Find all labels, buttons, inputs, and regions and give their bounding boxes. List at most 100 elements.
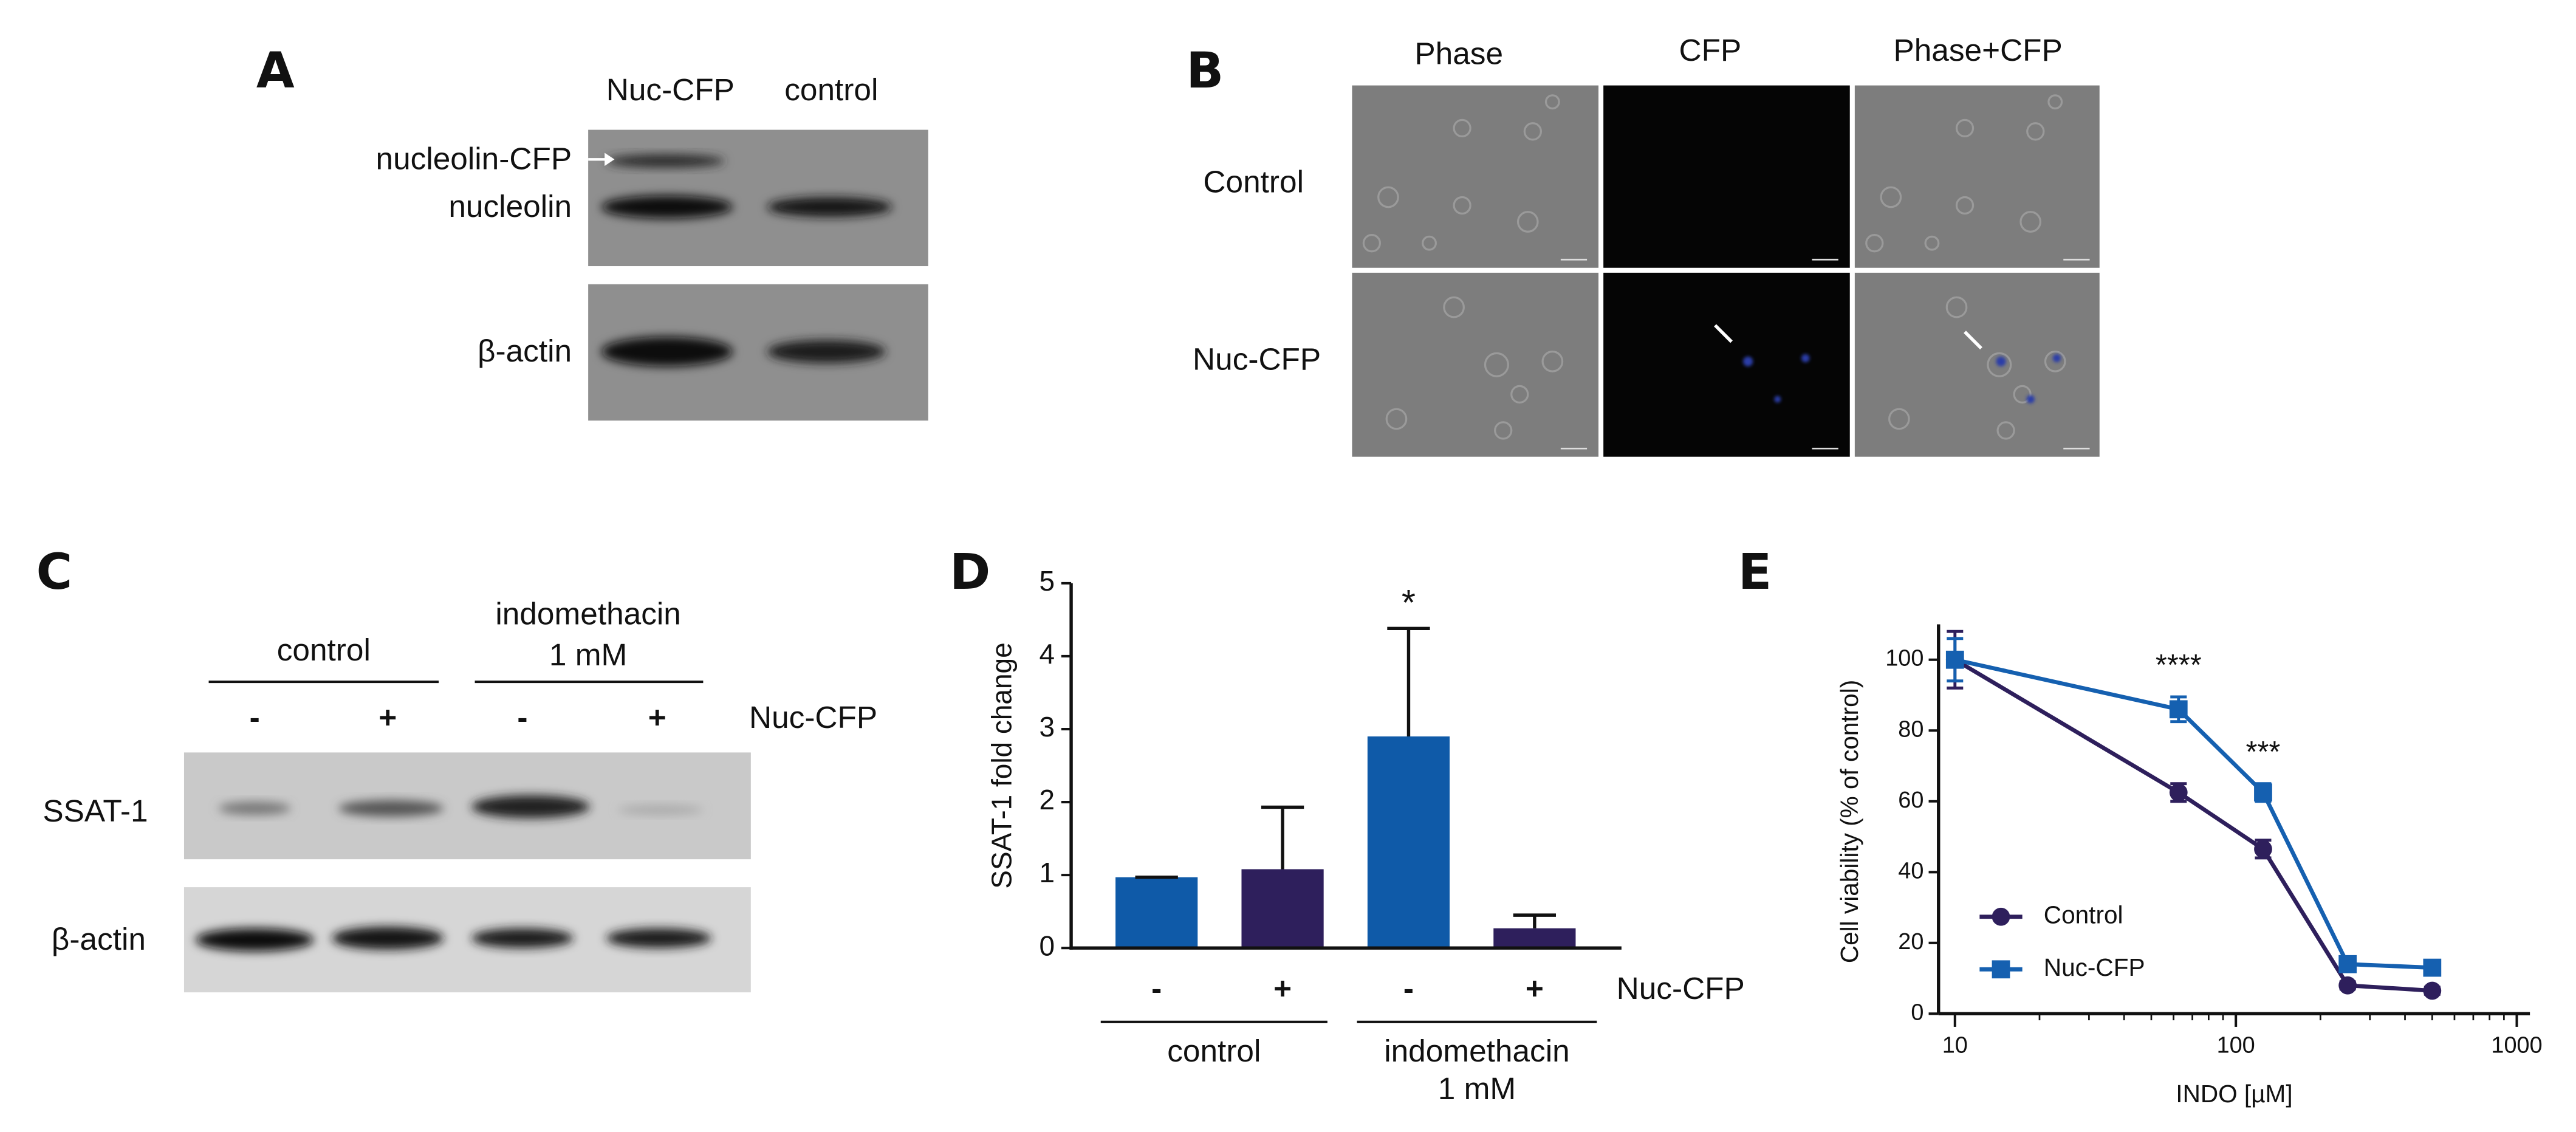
x-tick-label: 10 bbox=[1942, 1032, 1968, 1058]
band-label: nucleolin bbox=[448, 188, 572, 224]
marker bbox=[2169, 783, 2188, 802]
charts: D SSAT-1 fold change 0 1 2 3 4 5 - + * - + Nuc-CFP con… bbox=[950, 544, 2543, 1108]
band bbox=[338, 800, 444, 817]
band bbox=[601, 337, 733, 366]
y-tick-label: 20 bbox=[1898, 929, 1923, 955]
bar bbox=[1115, 877, 1198, 948]
band-label: β-actin bbox=[52, 921, 146, 956]
y-tick-label: 2 bbox=[1039, 784, 1055, 815]
panel-label: E bbox=[1738, 544, 1772, 601]
y-tick-label: 4 bbox=[1039, 638, 1055, 670]
lane-label: + bbox=[648, 699, 666, 735]
band bbox=[617, 804, 704, 815]
panel-c: C control indomethacin 1 mM - + - + Nuc-… bbox=[36, 544, 877, 993]
group-label: control bbox=[277, 632, 371, 667]
y-tick-label: 0 bbox=[1039, 930, 1055, 961]
panel-a: A Nuc-CFP control nucleolin-CFP nucleoli… bbox=[256, 43, 928, 421]
panel-label: C bbox=[36, 544, 73, 601]
column-label: Phase+CFP bbox=[1893, 32, 2062, 67]
group-label: indomethacin bbox=[1384, 1033, 1570, 1068]
group-label: indomethacin bbox=[495, 596, 681, 631]
series-line bbox=[1954, 657, 2433, 993]
y-axis-label: SSAT-1 fold change bbox=[985, 642, 1017, 888]
group-label: 1 mM bbox=[549, 637, 627, 672]
marker bbox=[2169, 700, 2188, 719]
band bbox=[767, 197, 892, 217]
y-tick-label: 1 bbox=[1039, 857, 1055, 888]
panel-b: B Phase CFP Phase+CFP Control Nuc-CFP bbox=[1186, 32, 2100, 457]
band bbox=[332, 927, 444, 950]
band bbox=[218, 801, 291, 815]
legend-label: Nuc-CFP bbox=[2044, 953, 2145, 981]
legend-marker bbox=[1992, 960, 2010, 979]
significance: *** bbox=[2246, 736, 2281, 769]
x-tick-label: + bbox=[1273, 970, 1292, 1006]
y-axis-label: Cell viability (% of control) bbox=[1835, 680, 1863, 963]
bar bbox=[1367, 736, 1450, 948]
legend-label: Control bbox=[2044, 901, 2123, 929]
row-label: Control bbox=[1203, 163, 1304, 199]
micrograph bbox=[1854, 272, 2100, 457]
band bbox=[767, 340, 886, 363]
band bbox=[606, 154, 725, 168]
x-tick-label: + bbox=[1526, 970, 1544, 1006]
lane-label: control bbox=[784, 72, 878, 107]
x-axis-label: INDO [µM] bbox=[2176, 1080, 2292, 1108]
y-tick-label: 60 bbox=[1898, 787, 1923, 813]
y-tick-label: 40 bbox=[1898, 858, 1923, 883]
row-label: Nuc-CFP bbox=[1193, 341, 1321, 376]
series-line bbox=[1954, 657, 2433, 970]
legend-entry: Nuc-CFP bbox=[1979, 953, 2145, 981]
legend-entry: Control bbox=[1979, 901, 2123, 929]
arrow-head bbox=[605, 153, 615, 166]
marker bbox=[2338, 955, 2357, 973]
y-tick-label: 100 bbox=[1885, 646, 1923, 671]
band-label: nucleolin-CFP bbox=[376, 141, 572, 176]
band-label: SSAT-1 bbox=[43, 793, 148, 828]
lane-label: - bbox=[517, 699, 527, 735]
lane-row-label: Nuc-CFP bbox=[749, 699, 877, 735]
x-tick-label: - bbox=[1151, 970, 1162, 1006]
marker bbox=[2423, 958, 2442, 977]
marker bbox=[2254, 783, 2272, 802]
panel-label: A bbox=[256, 43, 295, 100]
y-tick-label: 3 bbox=[1039, 711, 1055, 743]
band bbox=[471, 795, 590, 818]
group-label: control bbox=[1167, 1033, 1261, 1068]
bar bbox=[1241, 869, 1324, 948]
band bbox=[601, 195, 733, 219]
micrograph bbox=[1352, 85, 1599, 268]
x-tick-label: - bbox=[1403, 970, 1414, 1006]
panel-label: B bbox=[1186, 43, 1224, 100]
y-tick-label: 80 bbox=[1898, 716, 1923, 742]
lane-label: + bbox=[379, 699, 397, 735]
lane-label: Nuc-CFP bbox=[606, 72, 735, 107]
column-label: Phase bbox=[1414, 35, 1503, 70]
y-tick-label: 0 bbox=[1911, 1000, 1923, 1025]
marker bbox=[2254, 840, 2272, 859]
significance: **** bbox=[2156, 649, 2202, 682]
micrograph bbox=[1603, 272, 1850, 457]
cells bbox=[1362, 94, 2066, 440]
marker bbox=[2423, 981, 2442, 1000]
band-label: β-actin bbox=[478, 333, 572, 368]
cfp-signal bbox=[1742, 354, 2061, 403]
panel-label: D bbox=[950, 544, 990, 601]
band bbox=[195, 928, 314, 952]
scale-bars bbox=[1560, 258, 2090, 450]
x-tick-label: 1000 bbox=[2491, 1032, 2542, 1058]
bar bbox=[1493, 928, 1576, 948]
legend-marker bbox=[1992, 907, 2010, 926]
arrows bbox=[1714, 324, 1982, 350]
marker bbox=[1945, 650, 1964, 669]
marker bbox=[2338, 976, 2357, 995]
column-label: CFP bbox=[1679, 32, 1742, 67]
micrograph bbox=[1603, 85, 1850, 268]
lane-row-label: Nuc-CFP bbox=[1617, 970, 1745, 1006]
lane-label: - bbox=[250, 699, 260, 735]
significance: * bbox=[1402, 582, 1416, 623]
micrograph bbox=[1854, 85, 2100, 268]
y-tick-label: 5 bbox=[1039, 565, 1055, 597]
x-tick-label: 100 bbox=[2217, 1032, 2255, 1058]
